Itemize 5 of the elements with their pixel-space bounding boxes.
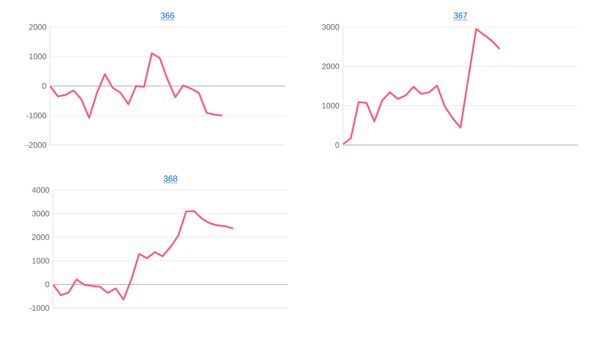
chart-title: 366 [160, 12, 174, 19]
line-series [50, 52, 224, 119]
line-series [53, 210, 234, 300]
chart-title: 367 [454, 12, 468, 19]
chart-title: 368 [164, 176, 178, 182]
